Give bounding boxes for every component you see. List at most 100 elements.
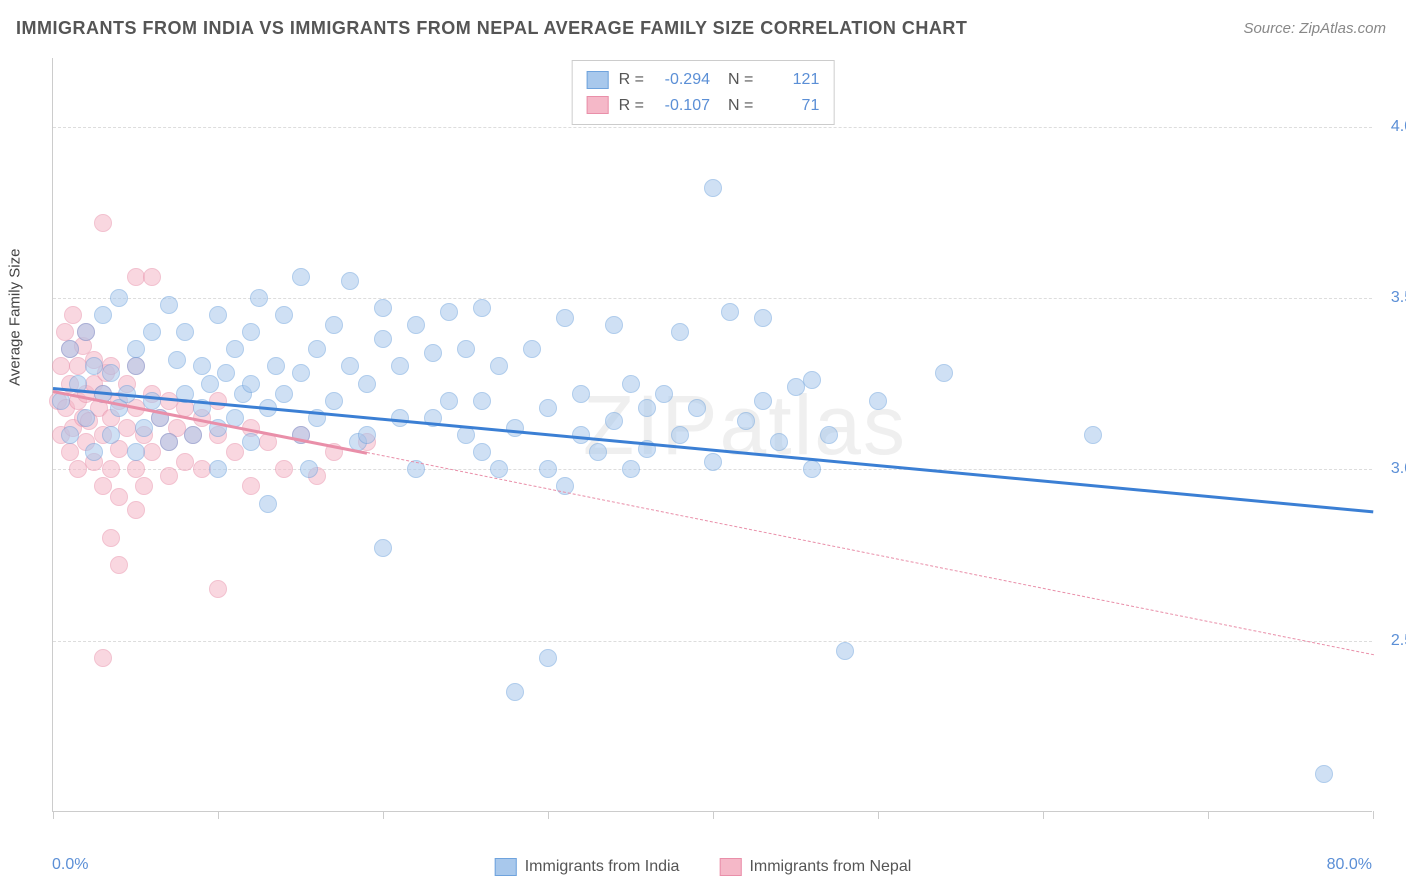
- point-india: [754, 309, 772, 327]
- legend-row-nepal: R = -0.107 N = 71: [587, 93, 820, 119]
- legend-item-nepal: Immigrants from Nepal: [719, 858, 911, 876]
- point-nepal: [61, 443, 79, 461]
- point-india: [217, 364, 235, 382]
- point-india: [440, 392, 458, 410]
- point-nepal: [127, 501, 145, 519]
- swatch-india: [495, 858, 517, 876]
- point-india: [803, 460, 821, 478]
- point-nepal: [209, 392, 227, 410]
- swatch-nepal: [587, 96, 609, 114]
- point-india: [325, 392, 343, 410]
- point-india: [935, 364, 953, 382]
- point-india: [473, 443, 491, 461]
- point-india: [176, 323, 194, 341]
- point-india: [61, 340, 79, 358]
- point-india: [391, 357, 409, 375]
- point-nepal: [143, 268, 161, 286]
- point-india: [836, 642, 854, 660]
- point-india: [704, 453, 722, 471]
- point-india: [127, 340, 145, 358]
- n-value-nepal: 71: [763, 93, 819, 119]
- point-nepal: [94, 477, 112, 495]
- point-india: [77, 323, 95, 341]
- point-india: [622, 375, 640, 393]
- point-india: [754, 392, 772, 410]
- point-nepal: [110, 488, 128, 506]
- point-nepal: [143, 443, 161, 461]
- point-india: [110, 289, 128, 307]
- point-nepal: [242, 477, 260, 495]
- point-india: [127, 357, 145, 375]
- r-value-nepal: -0.107: [654, 93, 710, 119]
- point-india: [1084, 426, 1102, 444]
- series-legend: Immigrants from India Immigrants from Ne…: [495, 858, 912, 876]
- correlation-legend: R = -0.294 N = 121 R = -0.107 N = 71: [572, 60, 835, 125]
- point-nepal: [193, 460, 211, 478]
- x-axis-min-label: 0.0%: [52, 856, 88, 874]
- point-india: [638, 399, 656, 417]
- point-india: [820, 426, 838, 444]
- r-value-india: -0.294: [654, 67, 710, 93]
- x-tick: [383, 811, 384, 819]
- point-india: [325, 316, 343, 334]
- point-india: [127, 443, 145, 461]
- point-india: [341, 272, 359, 290]
- point-india: [358, 375, 376, 393]
- point-india: [803, 371, 821, 389]
- y-tick-label: 2.50: [1377, 632, 1406, 650]
- plot-area: ZIPatlas 2.503.003.504.00: [52, 58, 1372, 812]
- n-label: N =: [728, 93, 753, 119]
- point-india: [539, 649, 557, 667]
- point-nepal: [52, 357, 70, 375]
- swatch-india: [587, 71, 609, 89]
- gridline: [53, 127, 1372, 128]
- point-india: [242, 375, 260, 393]
- point-india: [407, 316, 425, 334]
- swatch-nepal: [719, 858, 741, 876]
- point-nepal: [127, 268, 145, 286]
- point-india: [506, 419, 524, 437]
- source-attribution: Source: ZipAtlas.com: [1243, 20, 1386, 37]
- point-nepal: [94, 649, 112, 667]
- x-tick: [1043, 811, 1044, 819]
- point-india: [671, 426, 689, 444]
- point-nepal: [56, 323, 74, 341]
- point-india: [721, 303, 739, 321]
- trendline-nepal-dash: [366, 452, 1373, 655]
- point-india: [242, 433, 260, 451]
- point-india: [605, 316, 623, 334]
- point-india: [250, 289, 268, 307]
- point-india: [605, 412, 623, 430]
- point-india: [622, 460, 640, 478]
- point-india: [259, 495, 277, 513]
- y-axis-label: Average Family Size: [7, 249, 24, 386]
- point-india: [556, 309, 574, 327]
- y-tick-label: 3.00: [1377, 460, 1406, 478]
- point-nepal: [176, 453, 194, 471]
- point-india: [160, 296, 178, 314]
- point-india: [869, 392, 887, 410]
- point-india: [704, 179, 722, 197]
- point-india: [490, 460, 508, 478]
- legend-label-india: Immigrants from India: [525, 858, 680, 876]
- point-india: [135, 419, 153, 437]
- r-label: R =: [619, 93, 644, 119]
- point-india: [770, 433, 788, 451]
- point-india: [506, 683, 524, 701]
- r-label: R =: [619, 67, 644, 93]
- point-nepal: [110, 556, 128, 574]
- point-india: [308, 340, 326, 358]
- point-india: [374, 299, 392, 317]
- legend-row-india: R = -0.294 N = 121: [587, 67, 820, 93]
- point-india: [374, 539, 392, 557]
- point-nepal: [64, 306, 82, 324]
- point-india: [267, 357, 285, 375]
- point-india: [523, 340, 541, 358]
- point-india: [1315, 765, 1333, 783]
- point-india: [539, 399, 557, 417]
- point-india: [201, 375, 219, 393]
- legend-item-india: Immigrants from India: [495, 858, 680, 876]
- point-india: [737, 412, 755, 430]
- point-india: [209, 306, 227, 324]
- point-india: [275, 306, 293, 324]
